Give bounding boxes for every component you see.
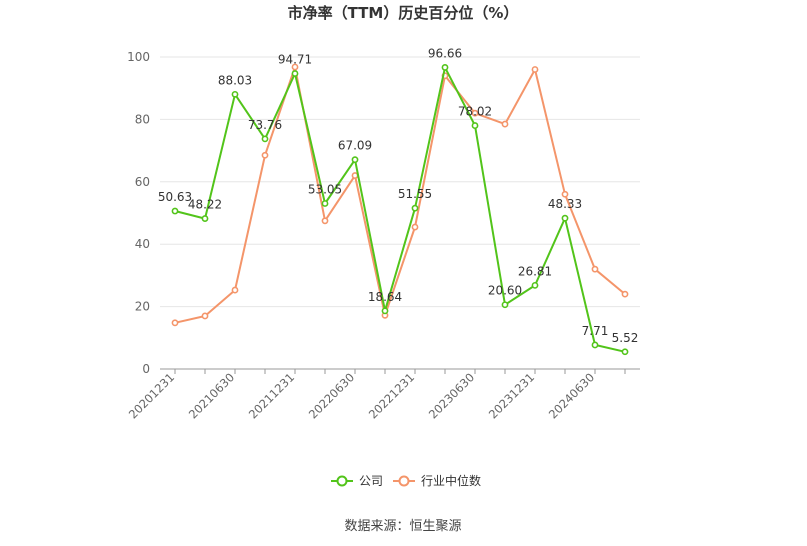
data-point-company [621,348,629,356]
data-point-company [411,204,419,212]
legend-label-company: 公司 [359,474,383,488]
x-tick-label: 20230630 [426,370,477,421]
x-tick-label: 20210630 [186,370,237,421]
data-label: 67.09 [338,139,372,153]
data-source: 数据来源：恒生聚源 [344,519,461,534]
series-line-company [174,66,626,353]
data-point-company [561,214,569,222]
y-tick-label: 40 [135,237,150,251]
grid-lines [160,56,640,308]
y-tick-label: 0 [142,362,150,376]
data-point-industry-median [261,151,269,159]
data-point-company [351,156,359,164]
data-label: 48.33 [548,197,582,211]
data-point-industry-median [171,319,179,327]
data-label: 20.60 [488,284,522,298]
data-label: 78.02 [458,105,492,119]
legend-item-industry-median[interactable]: 行业中位数 [393,473,481,488]
data-point-company [381,307,389,315]
data-label: 18.64 [368,290,402,304]
data-point-company [321,200,329,207]
data-point-industry-median [231,286,239,294]
y-tick-label: 20 [135,300,150,314]
data-point-company [441,64,449,71]
x-tick-label: 20201231 [126,370,177,421]
legend-label-industry-median: 行业中位数 [421,473,481,488]
data-label: 5.52 [612,331,639,345]
data-point-industry-median [291,63,299,71]
data-point-company [531,281,539,289]
data-point-company [591,341,599,349]
data-point-company [471,122,479,129]
data-label: 53.05 [308,182,342,196]
chart-title: 市净率（TTM）历史百分位（%） [288,4,519,22]
data-point-company [231,90,239,98]
data-label: 48.22 [188,198,222,212]
data-point-industry-median [471,109,479,117]
y-tick-label: 80 [135,112,150,126]
data-label: 96.66 [428,46,462,60]
data-label: 51.55 [398,187,432,201]
legend[interactable]: 公司 行业中位数 [331,473,481,488]
data-point-company [171,207,179,215]
data-point-industry-median [201,312,209,320]
x-tick-label: 20220630 [306,370,357,421]
x-tick-label: 20240630 [546,370,597,421]
legend-item-company[interactable]: 公司 [331,474,383,488]
legend-marker-industry-median [398,475,410,487]
x-tick-label: 20221231 [366,370,417,421]
data-point-industry-median [561,190,569,198]
y-tick-label: 100 [127,50,150,64]
data-point-company [501,301,509,309]
data-label: 88.03 [218,73,252,87]
data-label: 26.81 [518,264,552,278]
data-point-industry-median [411,223,419,231]
data-point-industry-median [591,265,599,273]
data-point-industry-median [531,66,539,73]
x-tick-label: 20231231 [486,370,537,421]
series-layer [171,63,629,356]
data-point-industry-median [621,290,629,298]
data-label: 73.76 [248,118,282,132]
series-line-industry-median [174,66,626,324]
x-tick-label: 20211231 [246,370,297,421]
data-point-company [261,135,269,143]
data-point-company [291,70,299,77]
data-point-company [201,215,209,222]
data-label: 7.71 [582,324,609,338]
legend-marker-company [336,475,348,487]
data-label: 94.71 [278,53,312,67]
data-point-industry-median [501,120,509,128]
data-point-industry-median [321,217,329,225]
data-label: 50.63 [158,190,192,204]
y-tick-label: 60 [135,175,150,189]
